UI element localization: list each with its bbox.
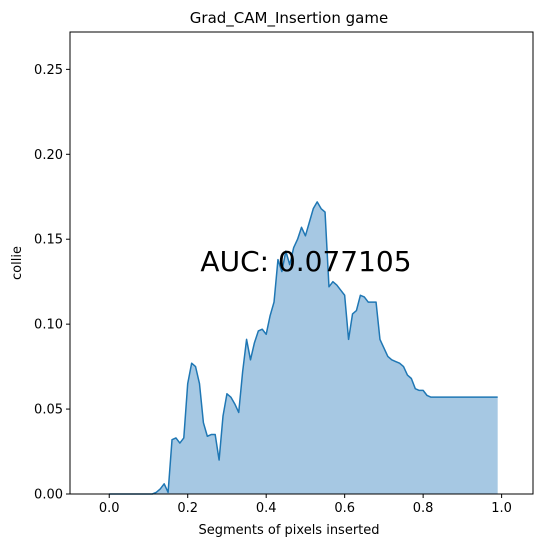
y-tick-label: 0.05 — [34, 403, 63, 418]
x-tick-label: 0.2 — [177, 501, 198, 516]
x-tick-label: 1.0 — [491, 501, 512, 516]
y-tick-label: 0.20 — [34, 148, 63, 163]
axes: 0.0 0.2 0.4 0.6 0.8 1.0 0.00 0.05 0.10 0.15 0.20 0.… — [34, 31, 534, 516]
auc-annotation: AUC: 0.077105 — [200, 245, 411, 278]
x-tick-label: 0.8 — [413, 501, 434, 516]
y-tick-label: 0.10 — [34, 318, 63, 333]
x-tick-label: 0.6 — [334, 501, 355, 516]
y-axis-label: collie — [10, 246, 25, 280]
plot-area — [109, 201, 498, 495]
chart-title: Grad_CAM_Insertion game — [190, 9, 388, 28]
y-tick-label: 0.15 — [34, 233, 63, 248]
x-tick-label: 0.0 — [99, 501, 120, 516]
x-axis-label: Segments of pixels inserted — [198, 523, 379, 538]
series-line — [109, 201, 498, 495]
y-tick-label: 0.25 — [34, 63, 63, 78]
x-tick-label: 0.4 — [256, 501, 277, 516]
area-fill — [109, 201, 498, 494]
axes-frame — [69, 31, 534, 495]
y-tick-label: 0.00 — [34, 488, 63, 503]
